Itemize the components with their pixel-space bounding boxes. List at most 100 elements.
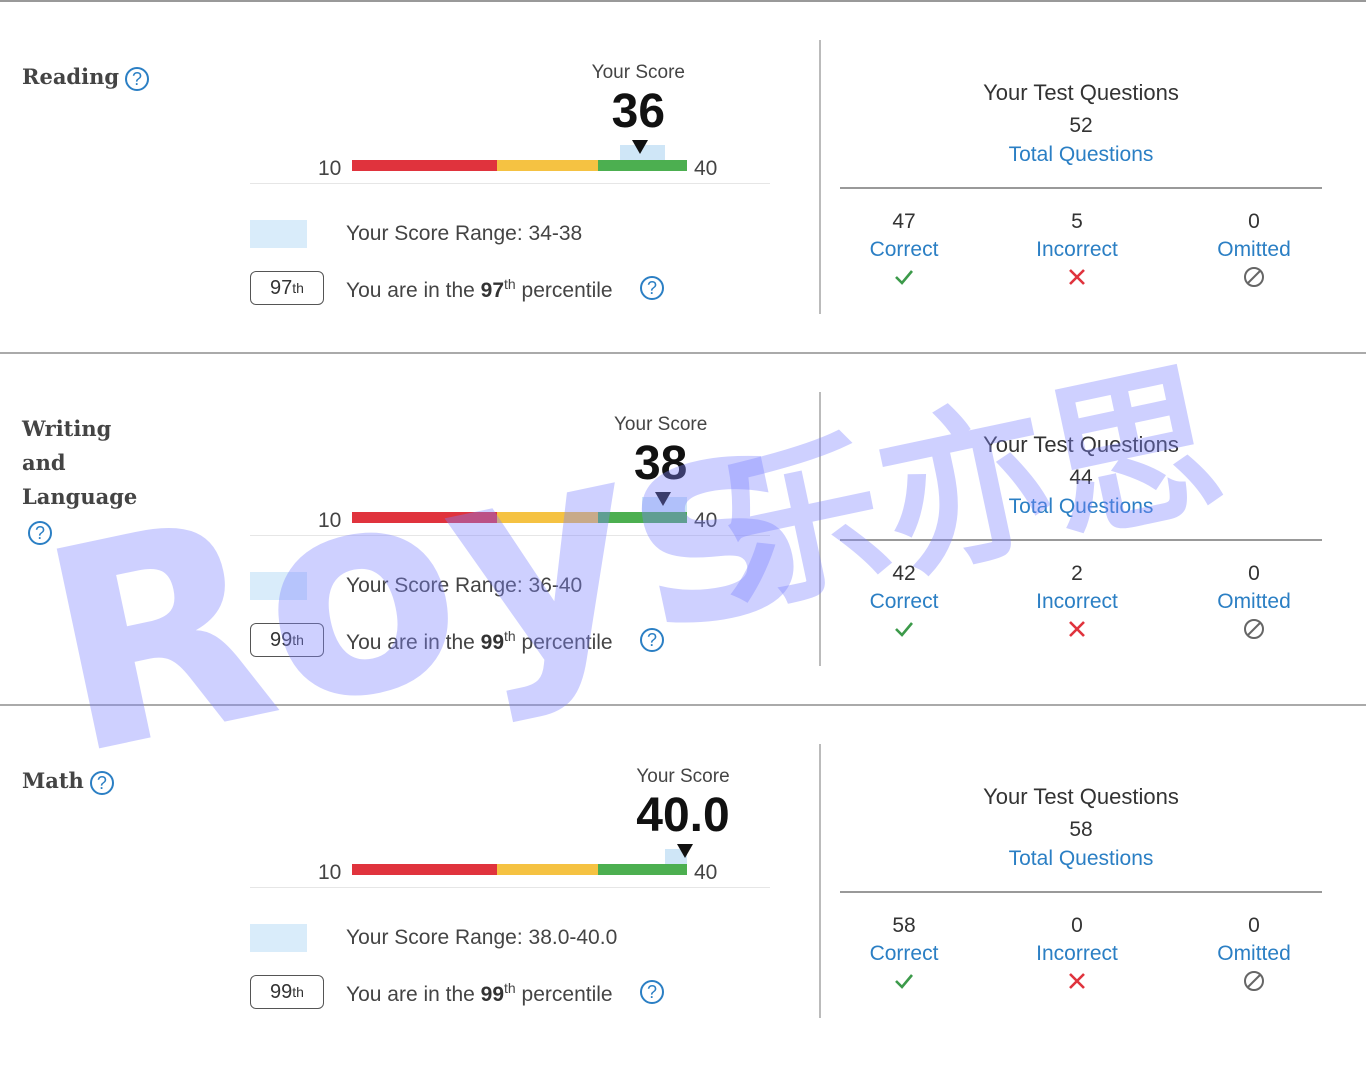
section-title-text: Writing and Language xyxy=(22,416,138,509)
scale-baseline xyxy=(250,887,770,888)
incorrect-stat[interactable]: 2 Incorrect xyxy=(1007,562,1147,642)
percentile-value: 97 xyxy=(480,279,505,302)
incorrect-stat-count: 0 xyxy=(1071,914,1083,937)
percentile-prefix: You are in the xyxy=(346,983,481,1006)
help-icon[interactable]: ? xyxy=(89,770,114,795)
slash-circle-icon xyxy=(1184,264,1324,290)
score-pointer xyxy=(677,844,693,858)
score-pointer xyxy=(654,492,671,506)
omitted-stat-label: Omitted xyxy=(1217,942,1291,965)
slash-circle-icon xyxy=(1184,968,1324,994)
section-title-text: Math xyxy=(22,768,84,793)
help-icon[interactable]: ? xyxy=(125,66,150,91)
omitted-stat-count: 0 xyxy=(1248,210,1260,233)
correct-stat[interactable]: 42 Correct xyxy=(834,562,974,642)
correct-stat[interactable]: 58 Correct xyxy=(834,914,974,994)
correct-stat[interactable]: 47 Correct xyxy=(834,210,974,290)
incorrect-stat-count: 5 xyxy=(1071,210,1083,233)
scale-yellow-segment xyxy=(497,864,598,875)
total-questions-count: 58 xyxy=(1069,818,1093,841)
total-questions-count: 44 xyxy=(1069,466,1093,489)
scale-max-label: 40 xyxy=(694,861,718,884)
test-questions-title: Your Test Questions xyxy=(983,80,1179,105)
total-questions-label[interactable]: Total Questions xyxy=(1008,495,1154,518)
omitted-stat-label: Omitted xyxy=(1217,590,1291,613)
correct-stat-label: Correct xyxy=(869,590,939,613)
omitted-stat[interactable]: 0 Omitted xyxy=(1184,914,1324,994)
check-icon xyxy=(834,968,974,994)
questions-divider xyxy=(840,187,1322,189)
score-range-legend-swatch xyxy=(250,924,307,952)
incorrect-stat-label: Incorrect xyxy=(1036,590,1118,613)
score-range-legend-swatch xyxy=(250,220,307,248)
correct-stat-label: Correct xyxy=(869,238,939,261)
percentile-badge-value: 99 xyxy=(270,980,293,1003)
omitted-stat-label: Omitted xyxy=(1217,238,1291,261)
percentile-help-icon[interactable]: ? xyxy=(640,628,664,652)
percentile-text: You are in the 97th percentile xyxy=(346,276,613,303)
incorrect-stat-label: Incorrect xyxy=(1036,238,1118,261)
score-section: Math? Your Score 40.0 10 40 Your Score Range:… xyxy=(0,704,1366,1056)
percentile-suffix: th xyxy=(504,980,516,996)
scale-red-segment xyxy=(352,864,498,875)
column-separator xyxy=(819,392,821,666)
score-range-text: Your Score Range: 38.0-40.0 xyxy=(346,926,618,949)
incorrect-stat-count: 2 xyxy=(1071,562,1083,585)
your-score-label: Your Score xyxy=(636,766,730,787)
correct-stat-count: 58 xyxy=(892,914,916,937)
total-questions-label[interactable]: Total Questions xyxy=(1008,143,1154,166)
section-title: Math? xyxy=(22,764,162,798)
total-questions-label[interactable]: Total Questions xyxy=(1008,847,1154,870)
section-title-text: Reading xyxy=(22,64,120,89)
percentile-suffix: th xyxy=(504,276,516,292)
total-questions-count: 52 xyxy=(1069,114,1093,137)
scale-max-label: 40 xyxy=(694,157,718,180)
score-range-legend-swatch xyxy=(250,572,307,600)
omitted-stat[interactable]: 0 Omitted xyxy=(1184,562,1324,642)
percentile-badge-suffix: th xyxy=(292,984,304,1000)
percentile-text: You are in the 99th percentile xyxy=(346,980,613,1007)
x-icon xyxy=(1007,968,1147,994)
help-icon[interactable]: ? xyxy=(28,520,52,545)
omitted-stat[interactable]: 0 Omitted xyxy=(1184,210,1324,290)
section-title: Reading? xyxy=(22,60,162,94)
score-value: 40.0 xyxy=(636,789,730,842)
score-section: Reading? Your Score 36 10 40 Your Score Range… xyxy=(0,0,1366,352)
scale-red-segment xyxy=(352,512,498,523)
incorrect-stat[interactable]: 5 Incorrect xyxy=(1007,210,1147,290)
your-score-label: Your Score xyxy=(614,414,708,435)
score-value: 38 xyxy=(633,437,688,490)
percentile-help-icon[interactable]: ? xyxy=(640,276,664,300)
scale-min-label: 10 xyxy=(318,861,342,884)
x-icon xyxy=(1007,264,1147,290)
test-questions-title: Your Test Questions xyxy=(983,784,1179,809)
percentile-badge-suffix: th xyxy=(292,280,304,296)
section-title: Writing and Language? xyxy=(22,412,162,548)
percentile-text: You are in the 99th percentile xyxy=(346,628,613,655)
percentile-value: 99 xyxy=(480,631,505,654)
test-questions-title: Your Test Questions xyxy=(983,432,1179,457)
percentile-help-icon[interactable]: ? xyxy=(640,980,664,1004)
percentile-suffix: th xyxy=(504,628,516,644)
percentile-badge-value: 99 xyxy=(270,628,293,651)
scale-min-label: 10 xyxy=(318,157,342,180)
incorrect-stat[interactable]: 0 Incorrect xyxy=(1007,914,1147,994)
check-icon xyxy=(834,616,974,642)
percentile-prefix: You are in the xyxy=(346,631,481,654)
scale-min-label: 10 xyxy=(318,509,342,532)
your-score-label: Your Score xyxy=(591,62,685,83)
scale-max-label: 40 xyxy=(694,509,718,532)
scale-green-segment xyxy=(597,160,687,171)
score-range-text: Your Score Range: 36-40 xyxy=(346,574,583,597)
section-divider xyxy=(0,704,1366,706)
check-icon xyxy=(834,264,974,290)
questions-divider xyxy=(840,891,1322,893)
correct-stat-label: Correct xyxy=(869,942,939,965)
correct-stat-count: 42 xyxy=(892,562,916,585)
score-section: Writing and Language? Your Score 38 10 40 You… xyxy=(0,352,1366,704)
omitted-stat-count: 0 xyxy=(1248,914,1260,937)
percentile-suffix-text: percentile xyxy=(515,983,613,1006)
percentile-suffix-text: percentile xyxy=(515,279,613,302)
